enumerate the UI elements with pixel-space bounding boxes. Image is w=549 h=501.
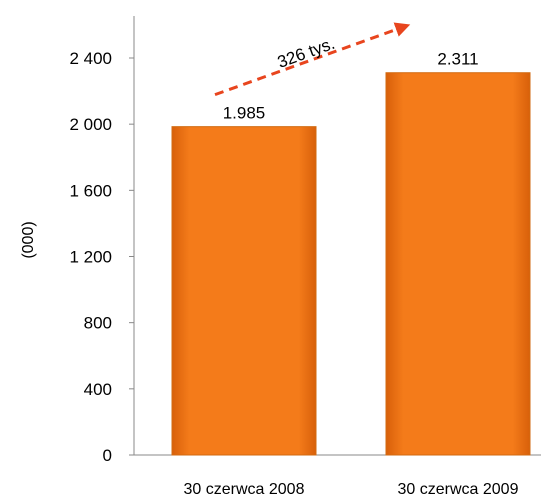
y-axis-title: (000) <box>20 221 37 258</box>
y-tick-label: 1 200 <box>69 248 112 267</box>
y-tick-label: 2 400 <box>69 49 112 68</box>
growth-annotation: 326 tys. <box>214 22 411 97</box>
bars <box>171 72 531 456</box>
y-tick-label: 0 <box>103 446 112 465</box>
bar <box>171 126 317 456</box>
category-label: 30 czerwca 2008 <box>184 481 305 498</box>
y-axis: 0 400 800 1 200 1 600 2 000 2 400 <box>69 49 134 465</box>
growth-arrow <box>214 22 411 97</box>
y-tick-label: 1 600 <box>69 181 112 200</box>
bar-value-label: 1.985 <box>223 104 266 123</box>
bar-value-label: 2.311 <box>437 50 478 69</box>
category-label: 30 czerwca 2009 <box>398 481 519 498</box>
y-tick-label: 800 <box>84 314 112 333</box>
y-tick-label: 2 000 <box>69 115 112 134</box>
y-tick-label: 400 <box>84 380 112 399</box>
growth-label: 326 tys. <box>275 34 337 72</box>
data-labels: 1.985 2.311 <box>223 50 479 123</box>
bar <box>385 72 531 456</box>
category-labels: 30 czerwca 2008 30 czerwca 2009 <box>184 481 519 498</box>
